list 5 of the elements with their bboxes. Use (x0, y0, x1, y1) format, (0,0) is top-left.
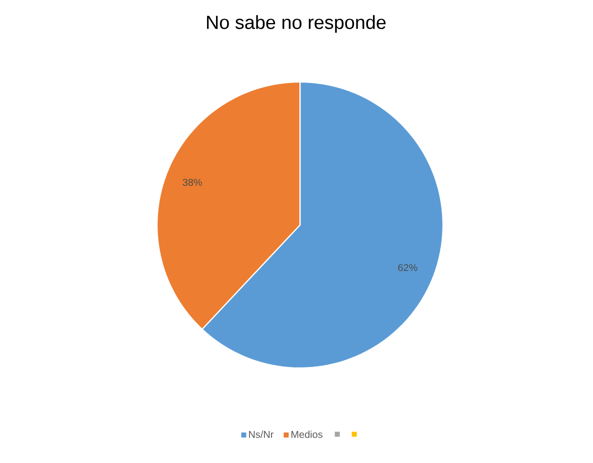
chart-title: No sabe no responde (207, 15, 386, 33)
legend-label: Medios (292, 430, 322, 438)
legend-label: Ns/Nr (249, 430, 274, 438)
data-label: 62% (398, 264, 418, 272)
data-label: 38% (182, 178, 202, 186)
